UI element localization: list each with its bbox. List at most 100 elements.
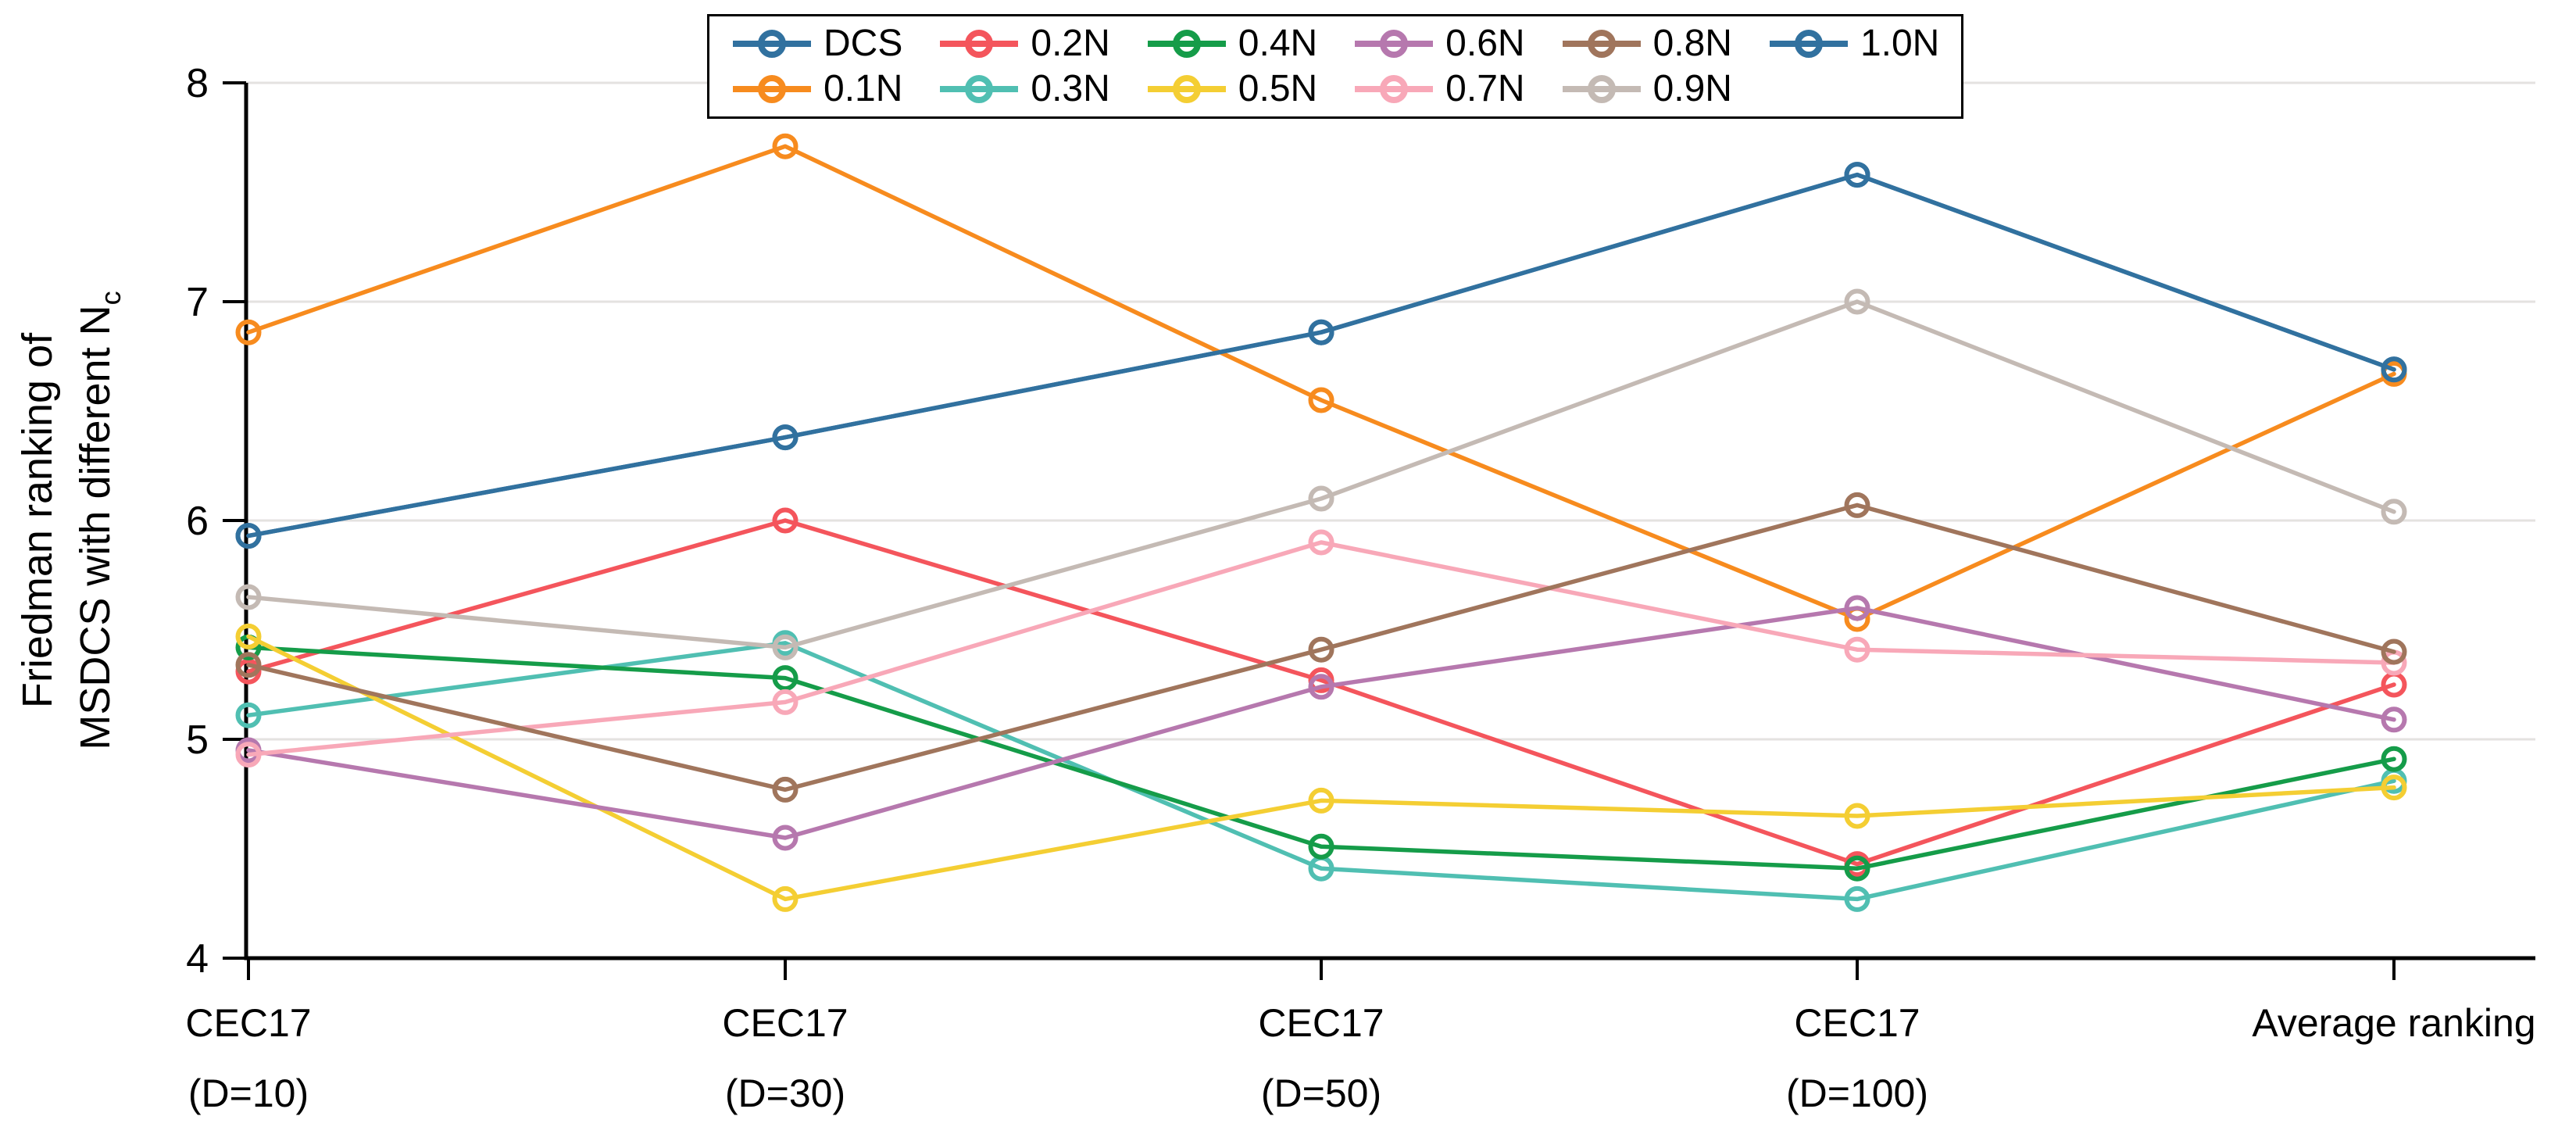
legend-circle-0.5N (1172, 75, 1201, 103)
series-marker-1.0N-4 (2381, 356, 2407, 383)
series-marker-0.7N-0 (235, 742, 262, 768)
legend-item-0.9N: 0.9N (1561, 70, 1732, 108)
series-line-DCS (246, 172, 2396, 538)
legend-label-0.1N: 0.1N (824, 68, 903, 109)
legend-item-0.8N: 0.8N (1561, 25, 1732, 63)
series-line-1.0N (246, 172, 2396, 538)
series-marker-0.4N-3 (1844, 855, 1870, 882)
series-marker-0.8N-4 (2381, 639, 2407, 665)
x-tick-label-1-line-1: (D=30) (725, 1071, 845, 1115)
legend-marker-icon-0.4N (1147, 30, 1226, 58)
legend-circle-0.4N (1172, 30, 1201, 58)
series-line-0.8N (246, 503, 2396, 792)
legend-item-1.0N: 1.0N (1768, 25, 1939, 63)
x-tick-label-3-line-0: CEC17 (1794, 1001, 1920, 1045)
legend-circle-0.3N (965, 75, 994, 103)
legend-label-0.7N: 0.7N (1445, 68, 1525, 109)
series-marker-0.5N-1 (772, 885, 799, 912)
legend-label-DCS: DCS (824, 23, 903, 64)
series-marker-0.4N-1 (772, 665, 799, 692)
legend-circle-0.1N (758, 75, 786, 103)
series-marker-0.9N-2 (1308, 485, 1334, 512)
series-marker-1.0N-3 (1844, 162, 1870, 188)
legend-item-0.4N: 0.4N (1146, 25, 1317, 63)
y-tick-label-4: 4 (186, 936, 209, 982)
legend-marker-icon-0.5N (1147, 75, 1226, 103)
legend-marker-icon-DCS (733, 30, 811, 58)
legend-circle-1.0N (1794, 30, 1823, 58)
legend-marker-icon-0.6N (1355, 30, 1434, 58)
x-tick-label-2-line-1: (D=50) (1261, 1071, 1381, 1115)
legend-item-0.2N: 0.2N (938, 23, 1110, 64)
legend-label-0.8N: 0.8N (1652, 23, 1732, 64)
legend-marker-icon-0.1N (733, 75, 811, 103)
series-marker-0.8N-3 (1844, 492, 1870, 518)
legend-circle-0.9N (1587, 75, 1616, 103)
y-tick-label-5: 5 (186, 717, 209, 763)
legend-item-0.6N: 0.6N (1353, 23, 1525, 64)
series-marker-0.1N-1 (772, 133, 799, 159)
series-marker-0.7N-2 (1308, 529, 1334, 556)
legend-item-0.1N: 0.1N (731, 70, 902, 108)
series-marker-0.5N-3 (1844, 803, 1870, 829)
series-marker-0.6N-4 (2381, 707, 2407, 733)
series-marker-0.6N-3 (1844, 595, 1870, 621)
series-marker-0.2N-1 (772, 507, 799, 534)
x-tick-label-1-line-0: CEC17 (722, 1001, 848, 1045)
series-marker-0.9N-0 (235, 584, 262, 610)
legend-label-0.3N: 0.3N (1031, 68, 1110, 109)
series-line-0.2N (246, 518, 2396, 867)
series-line-0.5N (246, 634, 2396, 902)
chart-legend: DCS 0.1N 0.2N 0.3N 0.4N 0.5N 0.6N 0.7N 0.8N 0.9N 1… (707, 14, 1964, 119)
series-marker-0.9N-1 (772, 634, 799, 660)
legend-circle-0.2N (965, 30, 994, 58)
series-marker-1.0N-2 (1308, 319, 1334, 345)
series-marker-0.1N-2 (1308, 387, 1334, 413)
legend-circle-0.8N (1587, 30, 1616, 58)
series-marker-1.0N-0 (235, 523, 262, 549)
legend-label-0.2N: 0.2N (1031, 23, 1110, 64)
series-line-0.4N (246, 645, 2396, 871)
legend-marker-icon-0.9N (1562, 75, 1641, 103)
x-tick-label-2-line-0: CEC17 (1258, 1001, 1384, 1045)
series-marker-0.4N-2 (1308, 833, 1334, 860)
series-marker-0.3N-3 (1844, 885, 1870, 912)
y-axis-label-line1: Friedman ranking of (14, 332, 61, 708)
legend-circle-0.7N (1380, 75, 1409, 103)
y-axis-label-subscript: c (95, 291, 127, 305)
legend-label-0.9N: 0.9N (1652, 68, 1732, 109)
series-marker-0.1N-0 (235, 319, 262, 345)
legend-circle-0.6N (1380, 30, 1409, 58)
series-marker-0.6N-1 (772, 825, 799, 851)
series-marker-0.6N-2 (1308, 674, 1334, 700)
series-marker-0.4N-4 (2381, 746, 2407, 772)
legend-item-DCS: DCS (731, 25, 902, 63)
series-line-0.7N (246, 540, 2396, 757)
legend-item-0.7N: 0.7N (1353, 68, 1525, 109)
legend-marker-icon-1.0N (1769, 30, 1848, 58)
series-marker-1.0N-1 (772, 424, 799, 451)
y-tick-label-7: 7 (186, 280, 209, 325)
series-marker-0.8N-1 (772, 776, 799, 803)
legend-label-1.0N: 1.0N (1860, 23, 1940, 64)
legend-item-0.3N: 0.3N (938, 68, 1110, 109)
legend-label-0.4N: 0.4N (1238, 23, 1318, 64)
y-tick-label-6: 6 (186, 499, 209, 544)
series-marker-0.9N-3 (1844, 288, 1870, 315)
legend-marker-icon-0.2N (940, 30, 1019, 58)
x-tick-label-0-line-1: (D=10) (188, 1071, 309, 1115)
x-tick-label-3-line-1: (D=100) (1786, 1071, 1928, 1115)
legend-label-0.5N: 0.5N (1238, 68, 1318, 109)
x-tick-label-4-line-0: Average ranking (2252, 1001, 2535, 1045)
series-marker-0.8N-0 (235, 652, 262, 678)
series-marker-0.5N-2 (1308, 787, 1334, 814)
legend-item-0.5N: 0.5N (1146, 70, 1317, 108)
series-marker-0.8N-2 (1308, 636, 1334, 663)
legend-label-0.6N: 0.6N (1445, 23, 1525, 64)
legend-marker-icon-0.3N (940, 75, 1019, 103)
series-marker-0.7N-1 (772, 689, 799, 715)
series-marker-0.5N-4 (2381, 774, 2407, 801)
legend-circle-DCS (758, 30, 786, 58)
y-axis-label-line2: MSDCS with different Nc (72, 291, 127, 749)
